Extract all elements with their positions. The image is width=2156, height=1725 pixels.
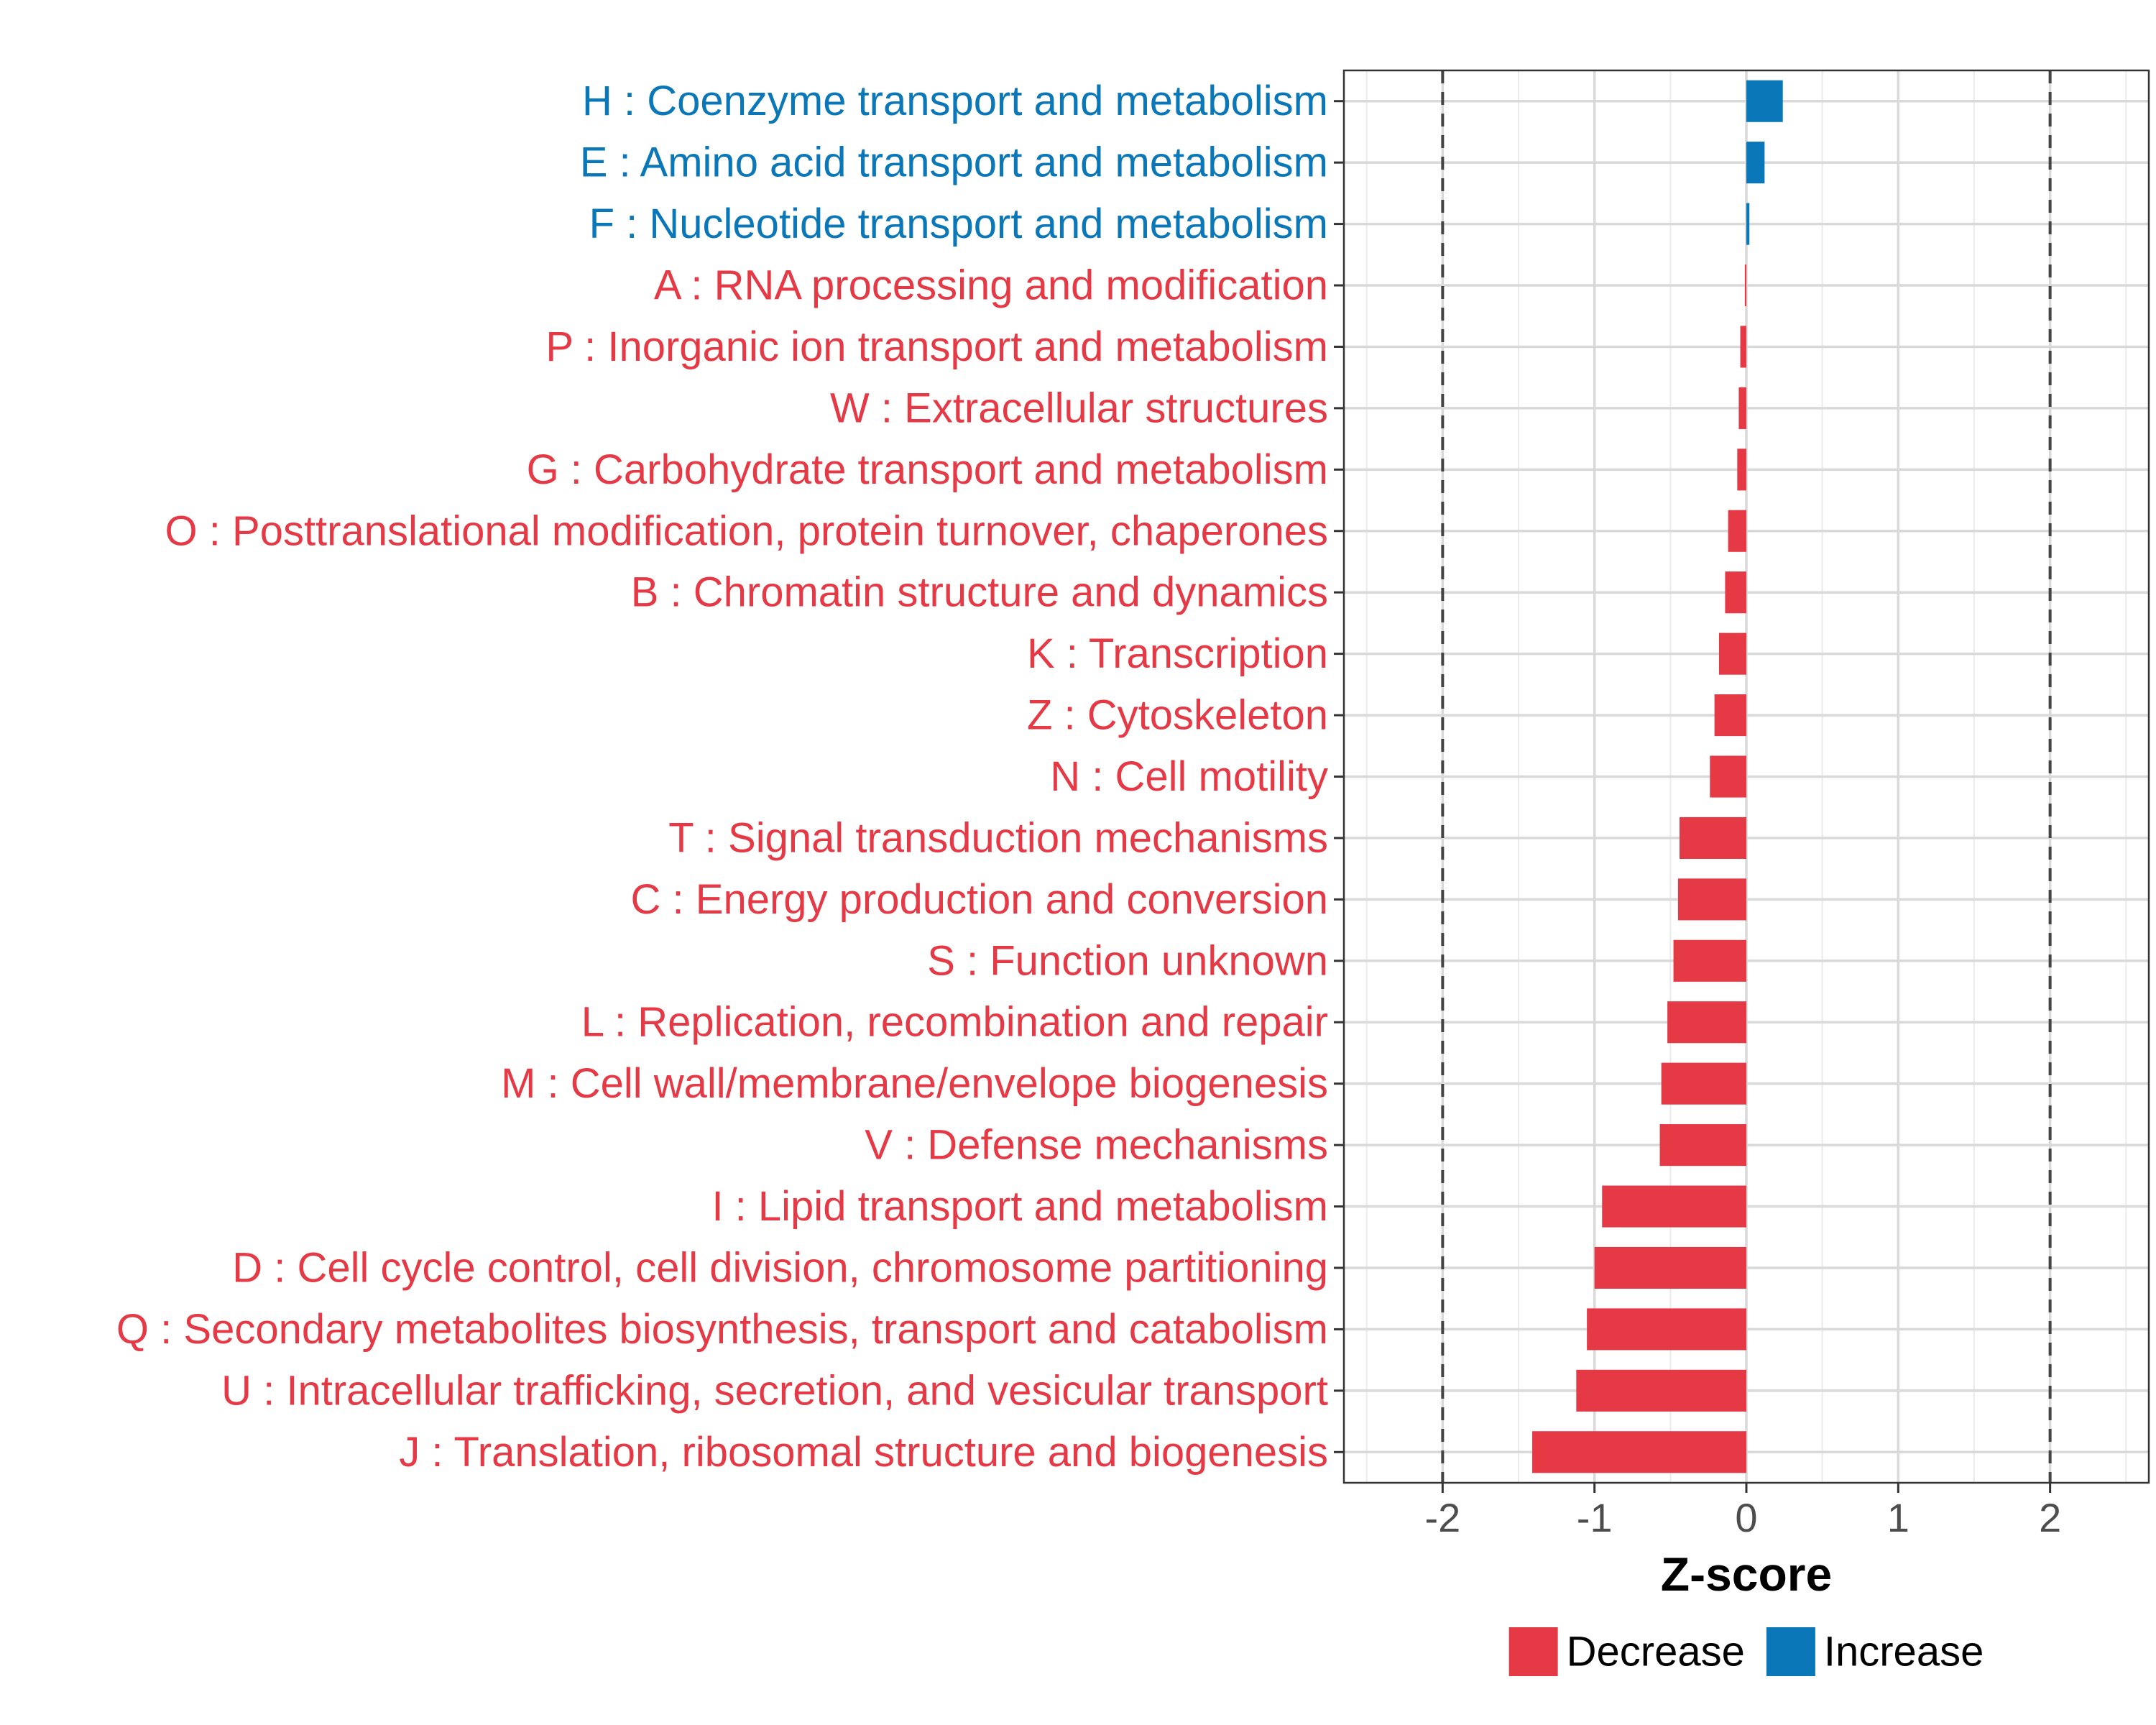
category-label: B : Chromatin structure and dynamics [631,569,1328,616]
bar-b [1725,571,1746,614]
category-label: W : Extracellular structures [830,385,1328,431]
bar-z [1714,694,1746,737]
bar-j [1532,1431,1746,1473]
bar-a [1744,264,1746,307]
bar-u [1576,1369,1746,1412]
bar-e [1746,142,1765,184]
x-tick-label: 0 [1735,1495,1757,1540]
category-label: M : Cell wall/membrane/envelope biogenes… [501,1060,1328,1107]
bar-k [1718,632,1746,675]
category-label: D : Cell cycle control, cell division, c… [232,1244,1328,1291]
category-label: I : Lipid transport and metabolism [711,1183,1328,1230]
x-tick-label: -1 [1577,1495,1613,1540]
bar-p [1740,326,1746,368]
bar-v [1659,1124,1746,1167]
legend-key-increase [1766,1627,1815,1676]
category-label: F : Nucleotide transport and metabolism [589,201,1328,247]
bar-q [1587,1308,1746,1351]
category-label: N : Cell motility [1050,753,1328,800]
bars [1532,80,1783,1473]
legend-item-increase: Increase [1766,1627,1984,1676]
legend-item-decrease: Decrease [1508,1627,1745,1676]
x-tick-label: 2 [2039,1495,2061,1540]
bar-s [1673,939,1746,982]
category-label: H : Coenzyme transport and metabolism [582,78,1328,124]
category-label: K : Transcription [1027,630,1328,677]
category-label: L : Replication, recombination and repai… [581,999,1328,1046]
bar-f [1746,203,1750,245]
legend-label-decrease: Decrease [1567,1629,1745,1675]
reference-lines [1441,70,2052,1483]
bar-t [1680,816,1746,859]
legend: Decrease Increase [1508,1627,1984,1676]
x-axis-title: Z-score [1661,1547,1832,1601]
bar-o [1728,510,1746,552]
bar-d [1594,1246,1746,1289]
x-axis-ticks: -2 -1 0 1 2 [1424,1483,2061,1540]
category-label: Q : Secondary metabolites biosynthesis, … [116,1306,1328,1353]
bar-i [1602,1185,1746,1228]
category-label: J : Translation, ribosomal structure and… [399,1429,1328,1476]
bar-h [1746,80,1783,122]
category-label: U : Intracellular trafficking, secretion… [221,1367,1328,1414]
bar-n [1710,755,1746,798]
category-label: O : Posttranslational modification, prot… [165,507,1328,554]
x-tick-label: 1 [1887,1495,1909,1540]
category-label: P : Inorganic ion transport and metaboli… [545,323,1328,370]
category-label: S : Function unknown [927,937,1328,984]
category-label: T : Signal transduction mechanisms [668,814,1328,861]
category-label: G : Carbohydrate transport and metabolis… [527,446,1328,493]
category-label: C : Energy production and conversion [631,876,1328,923]
bar-l [1667,1001,1746,1044]
bar-m [1661,1062,1746,1105]
legend-key-decrease [1508,1627,1558,1676]
category-label: A : RNA processing and modification [654,262,1328,309]
x-tick-label: -2 [1424,1495,1460,1540]
category-label: E : Amino acid transport and metabolism [580,139,1328,186]
category-label: V : Defense mechanisms [865,1122,1328,1169]
category-label: Z : Cytoskeleton [1027,692,1328,739]
bar-g [1737,448,1746,491]
legend-label-increase: Increase [1824,1629,1984,1675]
bar-c [1677,878,1746,921]
bar-w [1738,387,1746,429]
y-axis-ticks: H : Coenzyme transport and metabolism E :… [116,78,1344,1476]
